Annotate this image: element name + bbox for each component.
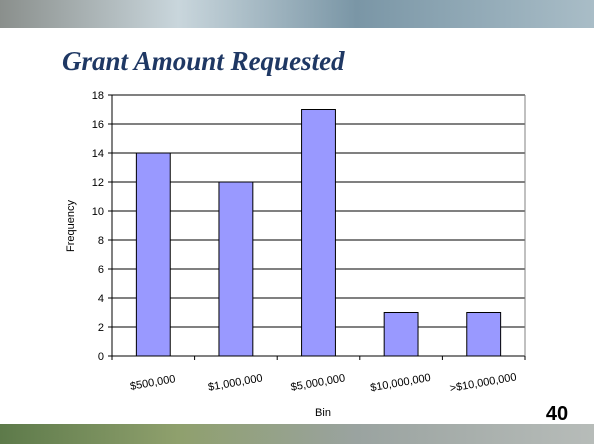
y-axis-label: Frequency	[65, 200, 77, 252]
x-tick-label: $10,000,000	[369, 372, 431, 394]
y-tick-label: 8	[98, 235, 104, 247]
banner	[0, 0, 594, 28]
bar	[301, 109, 336, 357]
y-tick-label: 0	[98, 351, 104, 363]
x-tick-label: >$10,000,000	[449, 371, 518, 395]
y-tick-label: 2	[98, 322, 104, 334]
y-tick-label: 14	[92, 148, 104, 160]
x-tick-label: $1,000,000	[207, 372, 263, 393]
bar	[383, 312, 419, 357]
slide-number: 40	[546, 403, 568, 425]
y-tick-label: 10	[92, 206, 104, 218]
y-tick-label: 18	[92, 90, 104, 102]
x-axis-label: Bin	[315, 407, 331, 419]
bar	[218, 181, 254, 357]
bar	[466, 312, 502, 357]
y-tick-label: 6	[98, 264, 104, 276]
x-tick-label: $500,000	[129, 373, 176, 393]
y-tick-label: 4	[98, 293, 104, 305]
footer-strip	[0, 424, 594, 444]
y-tick-label: 16	[92, 119, 104, 131]
bar	[135, 152, 171, 357]
y-tick-label: 12	[92, 177, 104, 189]
x-tick-label: $5,000,000	[290, 372, 346, 393]
chart-title: Grant Amount Requested	[62, 46, 345, 76]
